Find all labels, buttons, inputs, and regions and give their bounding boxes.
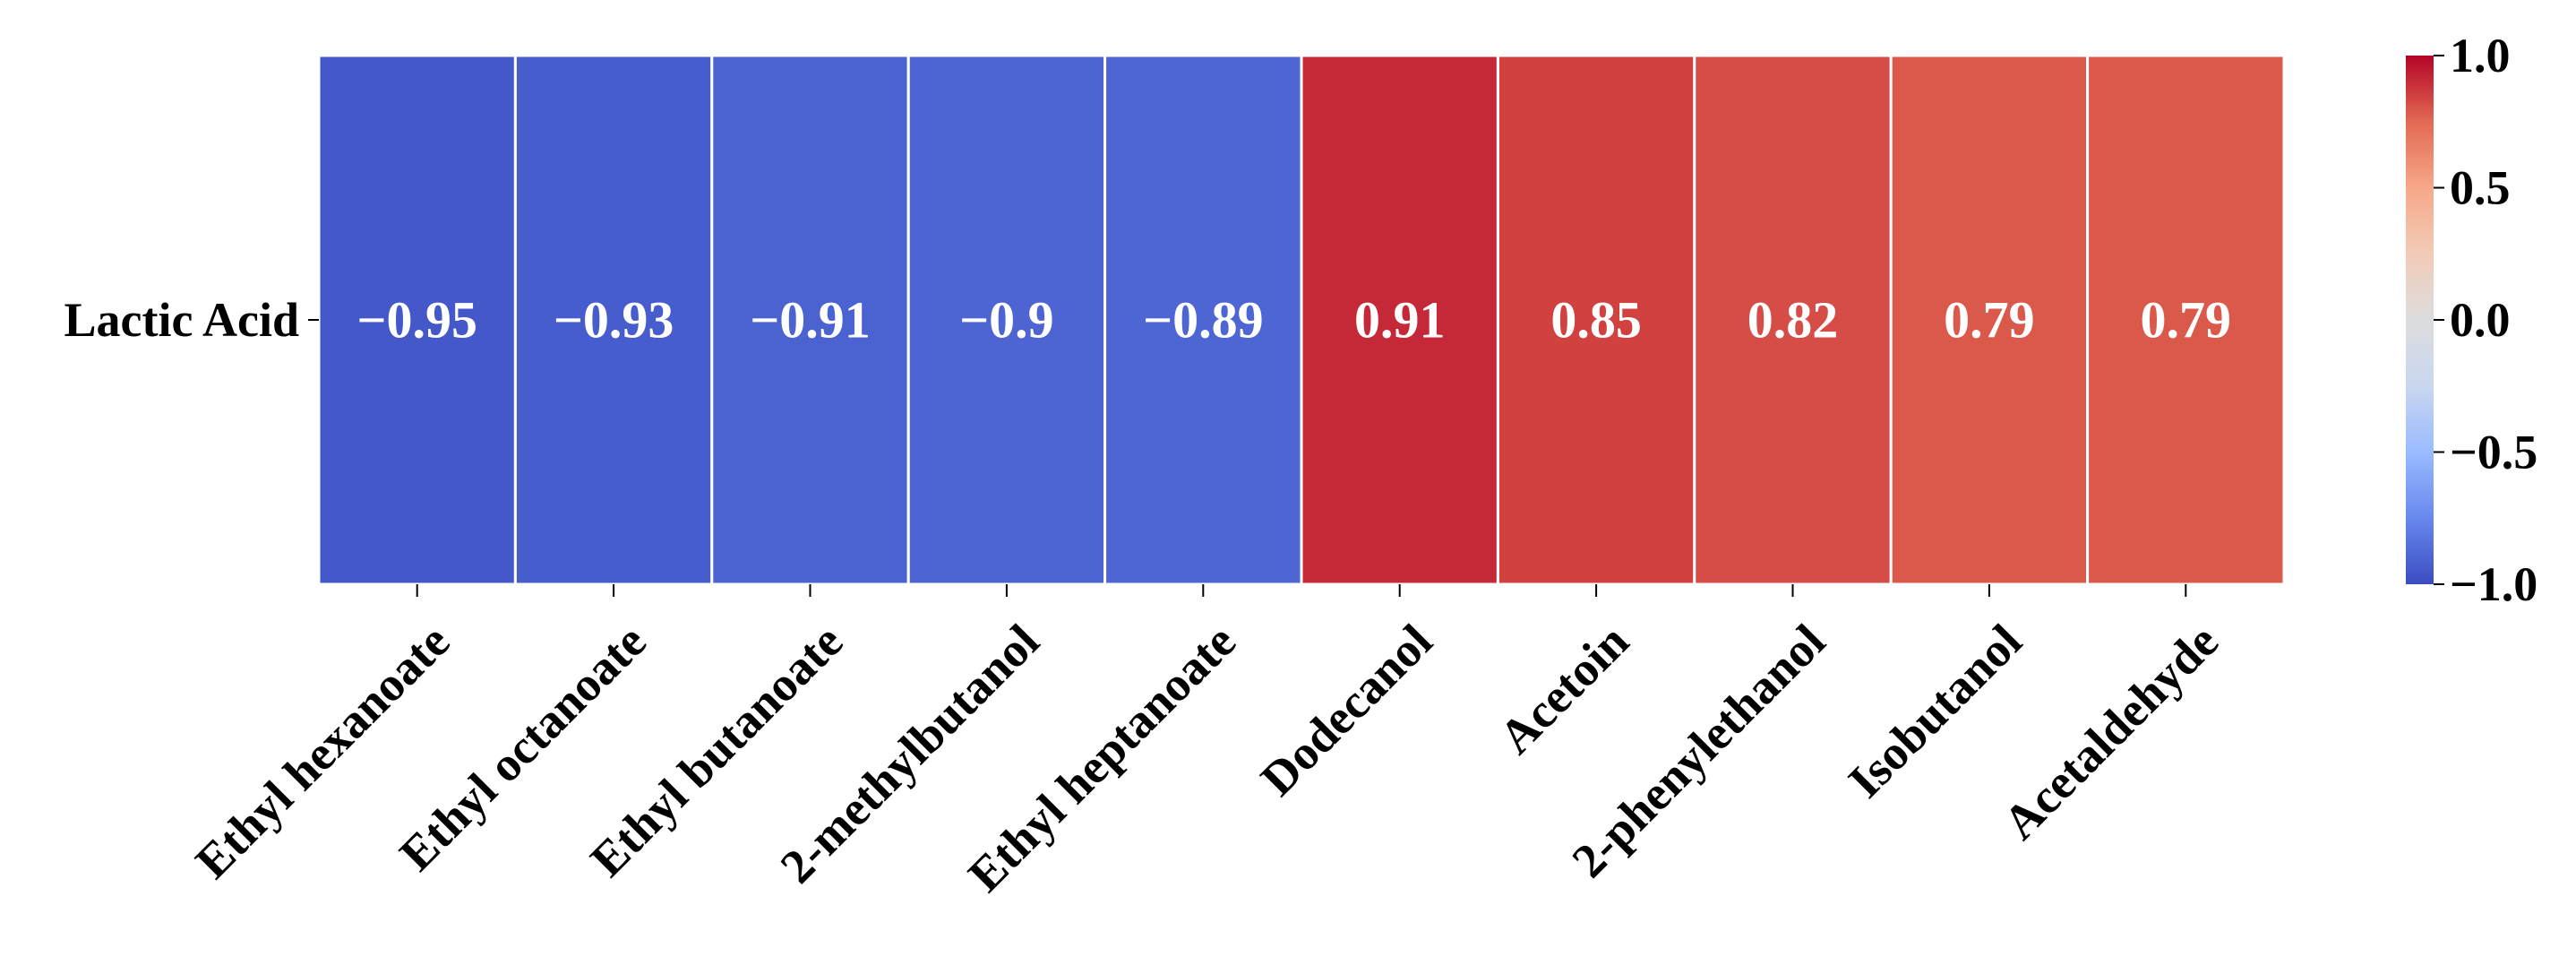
heatmap-cell bbox=[2086, 54, 2286, 586]
x-tick-label: Acetoin bbox=[1489, 614, 1639, 764]
heatmap-cell bbox=[906, 54, 1107, 586]
y-axis: Lactic Acid bbox=[64, 293, 319, 347]
y-tick-label: Lactic Acid bbox=[64, 293, 299, 347]
colorbar-tick-label: 1.0 bbox=[2450, 29, 2511, 82]
cell-value-label: −0.95 bbox=[356, 291, 477, 349]
heatmap-cell bbox=[1103, 54, 1303, 586]
cell-value-label: 0.85 bbox=[1550, 291, 1642, 349]
heatmap-cell bbox=[1693, 54, 1893, 586]
cell-value-label: 0.82 bbox=[1747, 291, 1839, 349]
heatmap-cell bbox=[710, 54, 910, 586]
cell-value-label: −0.93 bbox=[554, 291, 674, 349]
heatmap-cell bbox=[513, 54, 714, 586]
heatmap-cells bbox=[317, 54, 2286, 586]
colorbar-gradient bbox=[2406, 56, 2434, 584]
cell-annotations: −0.95 −0.93 −0.91 −0.9 −0.89 0.91 0.85 0.82 0.79… bbox=[356, 291, 2231, 349]
cell-value-label: 0.79 bbox=[2141, 291, 2232, 349]
cell-value-label: 0.79 bbox=[1944, 291, 2035, 349]
cell-value-label: −0.91 bbox=[750, 291, 871, 349]
colorbar-tick-label: 0.0 bbox=[2450, 293, 2511, 347]
x-tick-label: Isobutanol bbox=[1838, 614, 2031, 807]
colorbar-tick-label: −0.5 bbox=[2450, 426, 2537, 479]
colorbar: 1.0 0.5 0.0 −0.5 −1.0 bbox=[2406, 29, 2537, 611]
heatmap-cell bbox=[317, 54, 517, 586]
colorbar-tick-label: −1.0 bbox=[2450, 557, 2537, 611]
x-tick-label: Dodecanol bbox=[1250, 614, 1442, 806]
colorbar-tick-label: 0.5 bbox=[2450, 161, 2511, 215]
cell-value-label: −0.9 bbox=[959, 291, 1054, 349]
cell-value-label: 0.91 bbox=[1354, 291, 1446, 349]
heatmap-cell bbox=[1300, 54, 1499, 586]
cell-value-label: −0.89 bbox=[1143, 291, 1264, 349]
